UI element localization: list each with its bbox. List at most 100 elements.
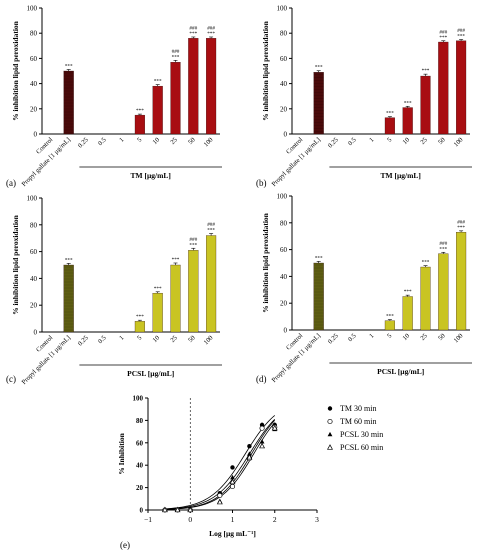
x-tick-label: 10 [402, 136, 412, 146]
x-tick-label: 1 [231, 515, 235, 524]
data-point-filled-circle [247, 443, 252, 449]
data-point-open-circle [217, 492, 223, 498]
significance-label: ### [189, 237, 197, 243]
x-tick-label: 0.25 [77, 136, 91, 150]
x-tick-label: 0.5 [97, 334, 108, 345]
y-tick-label: 20 [280, 105, 288, 113]
x-tick-label: 1 [118, 334, 125, 341]
legend-entry: PCSL 60 min [327, 443, 383, 452]
y-tick-label: 20 [136, 484, 144, 492]
significance-label: *** [65, 63, 73, 69]
y-tick-label: 0 [34, 131, 38, 139]
y-tick-label: 100 [27, 195, 38, 203]
x-axis-label: PCSL [µg/mL] [377, 367, 424, 376]
legend-label: PCSL 30 min [340, 430, 383, 439]
x-tick-label: 0.5 [97, 136, 108, 147]
data-point-open-triangle [327, 444, 333, 450]
bar [456, 232, 467, 331]
data-point-filled-triangle [247, 451, 252, 456]
x-tick-label: 100 [453, 136, 465, 148]
significance-label: ### [172, 49, 180, 55]
significance-label: *** [386, 111, 394, 117]
y-tick-label: 60 [30, 248, 38, 256]
significance-label: ### [189, 25, 197, 31]
significance-label: *** [457, 225, 465, 231]
x-tick-label: 1 [118, 136, 125, 143]
y-tick-label: 0 [140, 507, 144, 515]
bar [206, 38, 217, 135]
significance-label: *** [136, 108, 144, 114]
data-point-open-triangle [271, 424, 278, 431]
bar-panel-1: 0 20 40 60 80 100 % inhibition lipid peroxidat… [256, 5, 472, 188]
data-point-filled-triangle [259, 439, 265, 444]
x-tick-label: 2 [273, 515, 277, 524]
y-tick-label: 40 [280, 80, 288, 88]
bar [420, 266, 431, 331]
x-tick-label: 5 [386, 332, 394, 340]
x-tick-label: 0.25 [327, 136, 341, 150]
y-tick-label: 80 [30, 221, 38, 229]
significance-label: *** [404, 289, 412, 295]
data-point-open-circle [259, 425, 265, 431]
x-tick-label: 100 [453, 332, 465, 344]
bar [438, 41, 449, 135]
x-tick-label: 50 [187, 136, 197, 146]
bar [170, 264, 181, 333]
bar [63, 264, 74, 333]
y-tick-label: 40 [30, 80, 38, 88]
y-axis-label: % Inhibition [117, 432, 126, 474]
bar [206, 235, 217, 333]
y-axis-label: % inhibition lipid peroxidation [261, 212, 270, 313]
data-point-open-circle [229, 483, 236, 490]
bar [170, 62, 181, 135]
x-tick-label: 5 [386, 136, 394, 144]
x-tick-label: 10 [152, 334, 162, 344]
significance-label: *** [404, 100, 412, 106]
bar [384, 117, 395, 135]
legend-label: PCSL 60 min [340, 443, 383, 452]
x-tick-label: 50 [187, 334, 197, 344]
x-tick-label: 100 [203, 136, 215, 148]
panel-label: (a) [6, 178, 16, 188]
significance-label: *** [386, 314, 394, 320]
legend-entry: PCSL 30 min [327, 430, 383, 439]
data-point-open-circle [327, 418, 333, 425]
y-tick-label: 80 [280, 30, 288, 38]
y-tick-label: 40 [30, 275, 38, 283]
panel-label: (c) [6, 374, 16, 384]
data-point-open-triangle [187, 506, 194, 513]
bar [188, 250, 199, 333]
y-tick-label: 60 [280, 246, 288, 254]
bar [134, 321, 145, 333]
bar [402, 296, 413, 331]
significance-label: *** [422, 260, 430, 266]
x-tick-label: 0.25 [327, 332, 341, 346]
bar [134, 114, 145, 135]
significance-label: ### [439, 29, 447, 35]
significance-label: *** [207, 228, 215, 234]
bar [152, 292, 163, 333]
y-tick-label: 60 [30, 55, 38, 63]
significance-label: ### [439, 241, 447, 247]
bar-panel-0: 0 20 40 60 80 100 % inhibition lipid peroxidat… [6, 5, 222, 188]
y-tick-label: 20 [30, 105, 38, 113]
bar [438, 253, 449, 331]
y-tick-label: 80 [30, 30, 38, 38]
y-tick-label: 60 [136, 439, 144, 447]
x-tick-label: 0.5 [347, 136, 358, 147]
x-tick-label: 0.5 [347, 332, 358, 343]
x-tick-label: 1 [368, 136, 375, 143]
data-point-filled-circle [327, 406, 333, 411]
significance-label: ### [207, 222, 215, 228]
bar-panel-3: 0 20 40 60 80 100 % inhibition lipid peroxidat… [256, 193, 472, 384]
y-tick-label: 60 [280, 55, 288, 63]
significance-label: *** [439, 246, 447, 252]
significance-label: *** [172, 54, 180, 60]
x-tick-label: 50 [437, 136, 447, 146]
x-axis-label: PCSL [µg/mL] [127, 369, 174, 378]
y-tick-label: 80 [136, 417, 144, 425]
data-point-filled-triangle [230, 474, 235, 480]
y-tick-label: 40 [136, 462, 144, 470]
